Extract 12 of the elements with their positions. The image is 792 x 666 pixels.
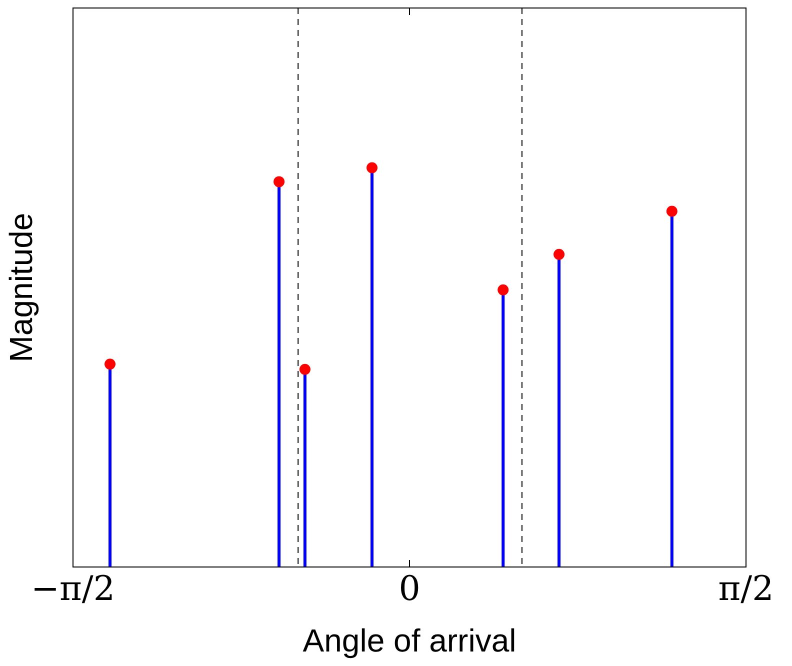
point [104, 358, 116, 370]
x-tick-label: −π/2 [31, 569, 115, 610]
point [366, 162, 378, 174]
x-tick-label: π/2 [718, 569, 774, 610]
point [666, 206, 678, 217]
point [498, 284, 509, 296]
x-tick-label: 0 [398, 569, 420, 610]
point [554, 248, 565, 260]
point [299, 364, 310, 375]
point [274, 176, 285, 188]
y-axis-title: Magnitude [3, 212, 40, 362]
x-axis-title: Angle of arrival [302, 622, 516, 659]
